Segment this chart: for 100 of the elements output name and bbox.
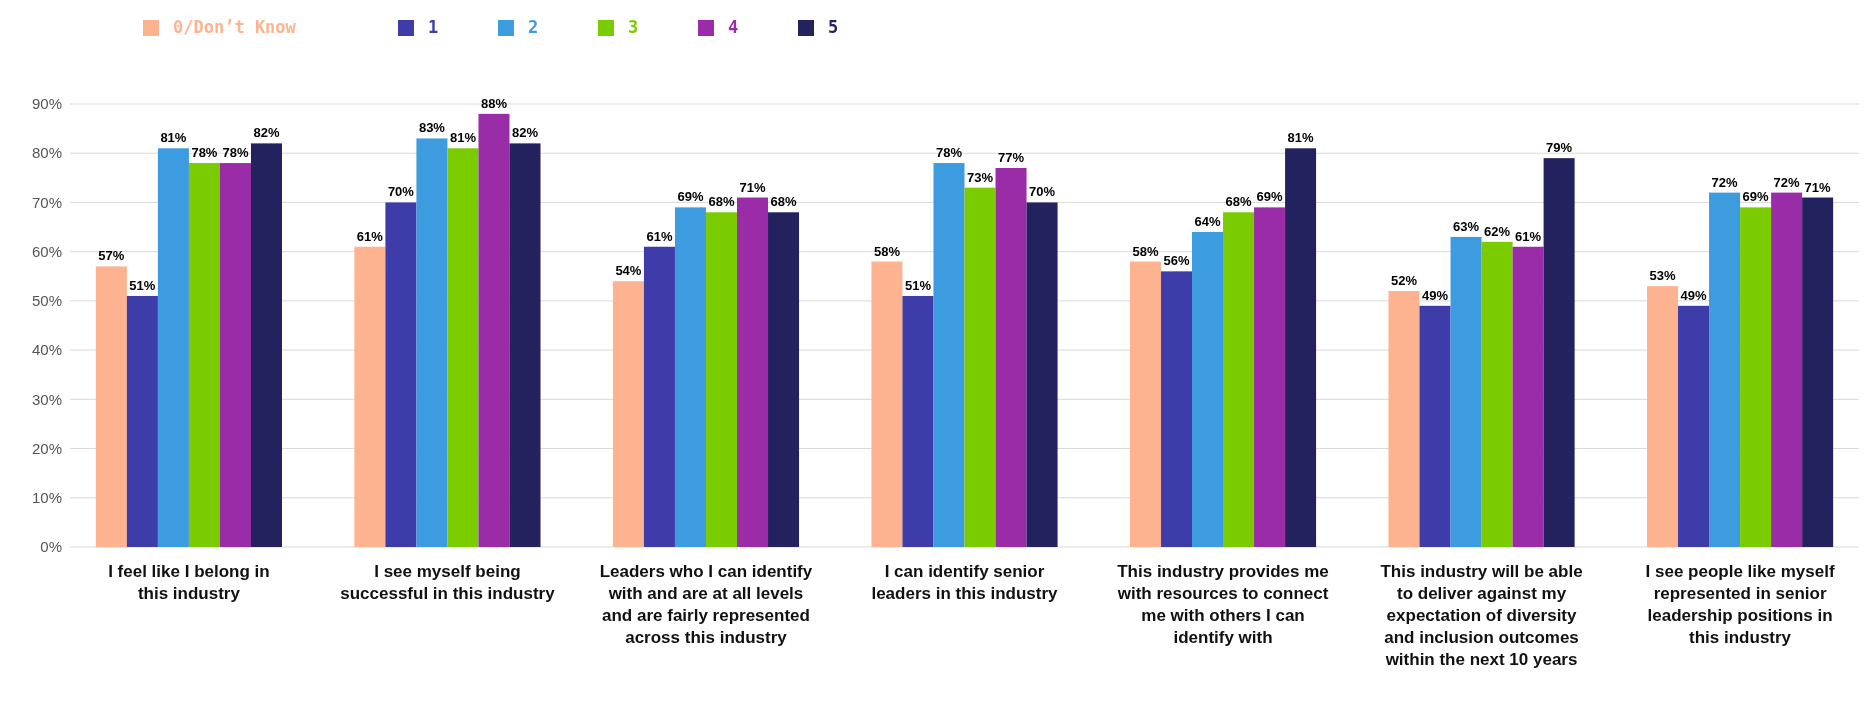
data-label: 68% xyxy=(1225,194,1252,210)
legend-label: 2 xyxy=(528,17,539,37)
bar xyxy=(1160,271,1192,547)
data-label: 54% xyxy=(615,263,642,279)
bar xyxy=(478,113,510,547)
x-tick-label: Leaders who I can identify with and are at all levels and are fairly represented across this industry xyxy=(599,562,813,647)
bar xyxy=(964,187,996,547)
data-label: 62% xyxy=(1484,223,1511,239)
bar xyxy=(219,163,251,547)
bar xyxy=(250,143,282,547)
bar xyxy=(674,207,706,547)
bar xyxy=(1388,291,1420,547)
y-tick-label: 20% xyxy=(31,439,62,457)
bar xyxy=(612,281,644,547)
bar xyxy=(157,148,189,547)
data-label: 72% xyxy=(1773,174,1801,190)
bar xyxy=(1129,261,1161,547)
legend-label: 0/Don’t Know xyxy=(173,17,297,37)
data-label: 73% xyxy=(967,169,994,185)
bar xyxy=(933,163,965,547)
x-tick-label: I can identify senior leaders in this industry xyxy=(871,562,1059,603)
data-label: 49% xyxy=(1680,287,1707,303)
data-label: 71% xyxy=(739,179,766,195)
bar xyxy=(995,167,1027,547)
x-tick-label: I see myself being successful in this industry xyxy=(340,562,556,603)
legend-label: 3 xyxy=(628,17,639,37)
bar xyxy=(1419,305,1451,547)
data-label: 61% xyxy=(1515,228,1542,244)
data-label: 52% xyxy=(1390,273,1418,289)
bar xyxy=(1543,158,1575,547)
bar xyxy=(188,163,220,547)
y-tick-label: 60% xyxy=(31,242,62,260)
bar xyxy=(416,138,448,547)
bar xyxy=(643,246,675,547)
bar xyxy=(1802,197,1834,547)
data-label: 81% xyxy=(1287,130,1315,146)
data-label: 56% xyxy=(1163,253,1190,269)
x-tick-label: This industry will be able to deliver against my expectation of diversity and inclusion outcomes within the next 10 years xyxy=(1380,562,1583,669)
y-tick-label: 30% xyxy=(31,390,62,408)
data-label: 82% xyxy=(511,125,539,141)
bar xyxy=(871,261,903,547)
bar xyxy=(1192,231,1224,547)
legend-label: 4 xyxy=(728,17,739,37)
data-label: 78% xyxy=(222,145,249,161)
y-tick-label: 70% xyxy=(31,193,62,211)
x-tick-label: This industry provides me with resources to connect me with others I can identify with xyxy=(1116,562,1329,647)
bar xyxy=(1254,207,1286,547)
y-tick-label: 40% xyxy=(31,341,62,359)
y-tick-label: 0% xyxy=(40,538,62,556)
bar xyxy=(1026,202,1058,547)
data-label: 71% xyxy=(1804,179,1832,195)
data-label: 64% xyxy=(1194,213,1221,229)
data-label: 83% xyxy=(418,120,446,136)
data-label: 58% xyxy=(873,243,901,259)
bar xyxy=(737,197,769,547)
bar xyxy=(1223,212,1255,547)
bar xyxy=(902,295,934,547)
bar xyxy=(1481,241,1513,547)
data-label: 63% xyxy=(1453,218,1480,234)
y-tick-label: 90% xyxy=(31,95,62,113)
data-label: 68% xyxy=(770,194,797,210)
bar xyxy=(95,266,127,547)
bar xyxy=(385,202,417,547)
data-label: 78% xyxy=(935,145,963,161)
bar xyxy=(354,246,386,547)
y-tick-label: 80% xyxy=(31,144,62,162)
data-label: 70% xyxy=(387,184,415,200)
bar xyxy=(1450,236,1482,547)
x-tick-label: I feel like I belong in this industry xyxy=(108,562,270,603)
data-label: 70% xyxy=(1029,184,1056,200)
x-tick-label: I see people like myself represented in senior leadership positions in this industry xyxy=(1645,562,1835,647)
data-label: 51% xyxy=(904,277,932,293)
data-label: 61% xyxy=(356,228,384,244)
y-tick-label: 50% xyxy=(31,292,62,310)
data-label: 69% xyxy=(1256,189,1284,205)
data-label: 79% xyxy=(1546,140,1573,156)
data-label: 69% xyxy=(1742,189,1770,205)
data-label: 72% xyxy=(1711,174,1739,190)
data-label: 69% xyxy=(677,189,704,205)
data-label: 88% xyxy=(480,95,508,111)
data-label: 81% xyxy=(449,130,477,146)
data-label: 49% xyxy=(1422,287,1449,303)
bar xyxy=(126,295,158,547)
data-label: 58% xyxy=(1132,243,1159,259)
bar xyxy=(705,212,737,547)
bar xyxy=(768,212,800,547)
bar xyxy=(1678,305,1710,547)
data-label: 81% xyxy=(160,130,187,146)
data-label: 77% xyxy=(998,149,1025,165)
y-tick-label: 10% xyxy=(31,489,62,507)
bar xyxy=(1512,246,1544,547)
legend-label: 1 xyxy=(428,17,439,37)
data-label: 68% xyxy=(708,194,735,210)
data-label: 51% xyxy=(129,277,156,293)
bar xyxy=(1740,207,1772,547)
data-label: 61% xyxy=(646,228,673,244)
bar xyxy=(509,143,541,547)
data-label: 78% xyxy=(191,145,218,161)
legend-label: 5 xyxy=(828,17,839,37)
data-label: 53% xyxy=(1649,268,1676,284)
